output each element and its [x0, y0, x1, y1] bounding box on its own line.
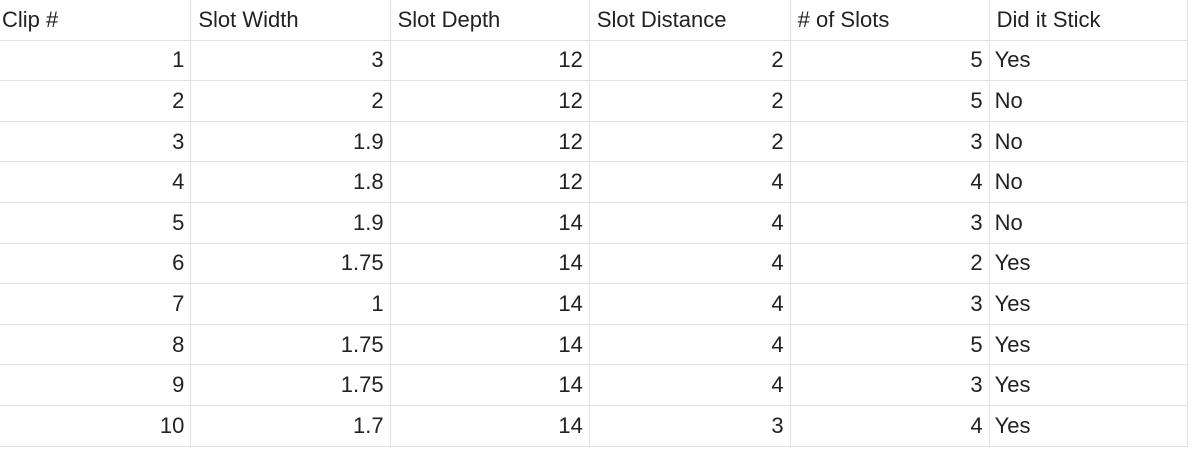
cell-slot-distance[interactable]: 4: [588, 364, 791, 406]
cell-slot-depth[interactable]: 12: [389, 80, 590, 122]
cell-slot-distance[interactable]: 2: [588, 39, 791, 82]
cell-slot-depth[interactable]: 14: [389, 283, 590, 325]
cell-slot-width[interactable]: 1.75: [190, 242, 391, 285]
header-cell-clip-number[interactable]: Clip #: [0, 0, 192, 41]
cell-slot-width[interactable]: 1.9: [190, 120, 391, 163]
cell-slot-width[interactable]: 1.9: [190, 201, 391, 244]
cell-slot-width[interactable]: 1.75: [190, 364, 391, 406]
cell-did-it-stick[interactable]: Yes: [988, 404, 1189, 447]
cell-did-it-stick[interactable]: Yes: [988, 323, 1189, 366]
cell-slot-distance[interactable]: 4: [588, 283, 791, 325]
table-row: 4 1.8 12 4 4 No: [0, 161, 1189, 203]
cell-slot-depth[interactable]: 14: [389, 201, 590, 244]
cell-did-it-stick[interactable]: Yes: [988, 242, 1189, 285]
cell-clip-number[interactable]: 2: [0, 80, 192, 122]
cell-number-of-slots[interactable]: 3: [789, 364, 990, 406]
cell-number-of-slots[interactable]: 4: [789, 161, 990, 203]
header-cell-number-of-slots[interactable]: # of Slots: [789, 0, 990, 41]
cell-number-of-slots[interactable]: 5: [789, 39, 990, 82]
header-row: Clip # Slot Width Slot Depth Slot Distan…: [0, 0, 1189, 41]
cell-slot-width[interactable]: 1.7: [190, 404, 391, 447]
cell-did-it-stick[interactable]: Yes: [988, 283, 1189, 325]
cell-did-it-stick[interactable]: Yes: [988, 39, 1189, 82]
cell-clip-number[interactable]: 1: [0, 39, 192, 82]
header-cell-slot-width[interactable]: Slot Width: [190, 0, 391, 41]
cell-clip-number[interactable]: 6: [0, 242, 192, 285]
cell-slot-distance[interactable]: 4: [588, 201, 791, 244]
cell-slot-distance[interactable]: 4: [588, 323, 791, 366]
cell-clip-number[interactable]: 10: [0, 404, 192, 447]
header-cell-slot-distance[interactable]: Slot Distance: [588, 0, 791, 41]
cell-did-it-stick[interactable]: No: [988, 161, 1189, 203]
cell-slot-distance[interactable]: 2: [588, 80, 791, 122]
cell-number-of-slots[interactable]: 3: [789, 120, 990, 163]
cell-slot-width[interactable]: 1.75: [190, 323, 391, 366]
cell-slot-width[interactable]: 1.8: [190, 161, 391, 203]
cell-slot-depth[interactable]: 12: [389, 120, 590, 163]
table-row: 8 1.75 14 4 5 Yes: [0, 323, 1189, 366]
cell-clip-number[interactable]: 5: [0, 201, 192, 244]
cell-slot-depth[interactable]: 12: [389, 39, 590, 82]
header-cell-slot-depth[interactable]: Slot Depth: [389, 0, 590, 41]
cell-slot-width[interactable]: 2: [190, 80, 391, 122]
cell-clip-number[interactable]: 7: [0, 283, 192, 325]
cell-number-of-slots[interactable]: 5: [789, 323, 990, 366]
table-row: 2 2 12 2 5 No: [0, 80, 1189, 122]
header-cell-did-it-stick[interactable]: Did it Stick: [988, 0, 1189, 41]
cell-slot-depth[interactable]: 14: [389, 404, 590, 447]
cell-clip-number[interactable]: 4: [0, 161, 192, 203]
table-row: 3 1.9 12 2 3 No: [0, 120, 1189, 163]
cell-slot-depth[interactable]: 14: [389, 242, 590, 285]
cell-slot-distance[interactable]: 2: [588, 120, 791, 163]
cell-number-of-slots[interactable]: 3: [789, 201, 990, 244]
cell-slot-distance[interactable]: 3: [588, 404, 791, 447]
cell-slot-depth[interactable]: 14: [389, 364, 590, 406]
cell-slot-width[interactable]: 3: [190, 39, 391, 82]
cell-slot-width[interactable]: 1: [190, 283, 391, 325]
table-row: 9 1.75 14 4 3 Yes: [0, 364, 1189, 406]
cell-number-of-slots[interactable]: 5: [789, 80, 990, 122]
cell-did-it-stick[interactable]: No: [988, 80, 1189, 122]
cell-slot-depth[interactable]: 14: [389, 323, 590, 366]
table-row: 10 1.7 14 3 4 Yes: [0, 404, 1189, 447]
table-row: 7 1 14 4 3 Yes: [0, 283, 1189, 325]
cell-slot-depth[interactable]: 12: [389, 161, 590, 203]
cell-clip-number[interactable]: 9: [0, 364, 192, 406]
cell-did-it-stick[interactable]: No: [988, 120, 1189, 163]
cell-number-of-slots[interactable]: 3: [789, 283, 990, 325]
cell-did-it-stick[interactable]: Yes: [988, 364, 1189, 406]
table-row: 5 1.9 14 4 3 No: [0, 201, 1189, 244]
cell-clip-number[interactable]: 3: [0, 120, 192, 163]
cell-clip-number[interactable]: 8: [0, 323, 192, 366]
table-row: 6 1.75 14 4 2 Yes: [0, 242, 1189, 285]
cell-slot-distance[interactable]: 4: [588, 161, 791, 203]
spreadsheet-grid: Clip # Slot Width Slot Depth Slot Distan…: [0, 0, 1189, 447]
cell-did-it-stick[interactable]: No: [988, 201, 1189, 244]
cell-number-of-slots[interactable]: 2: [789, 242, 990, 285]
cell-number-of-slots[interactable]: 4: [789, 404, 990, 447]
cell-slot-distance[interactable]: 4: [588, 242, 791, 285]
table-row: 1 3 12 2 5 Yes: [0, 39, 1189, 82]
